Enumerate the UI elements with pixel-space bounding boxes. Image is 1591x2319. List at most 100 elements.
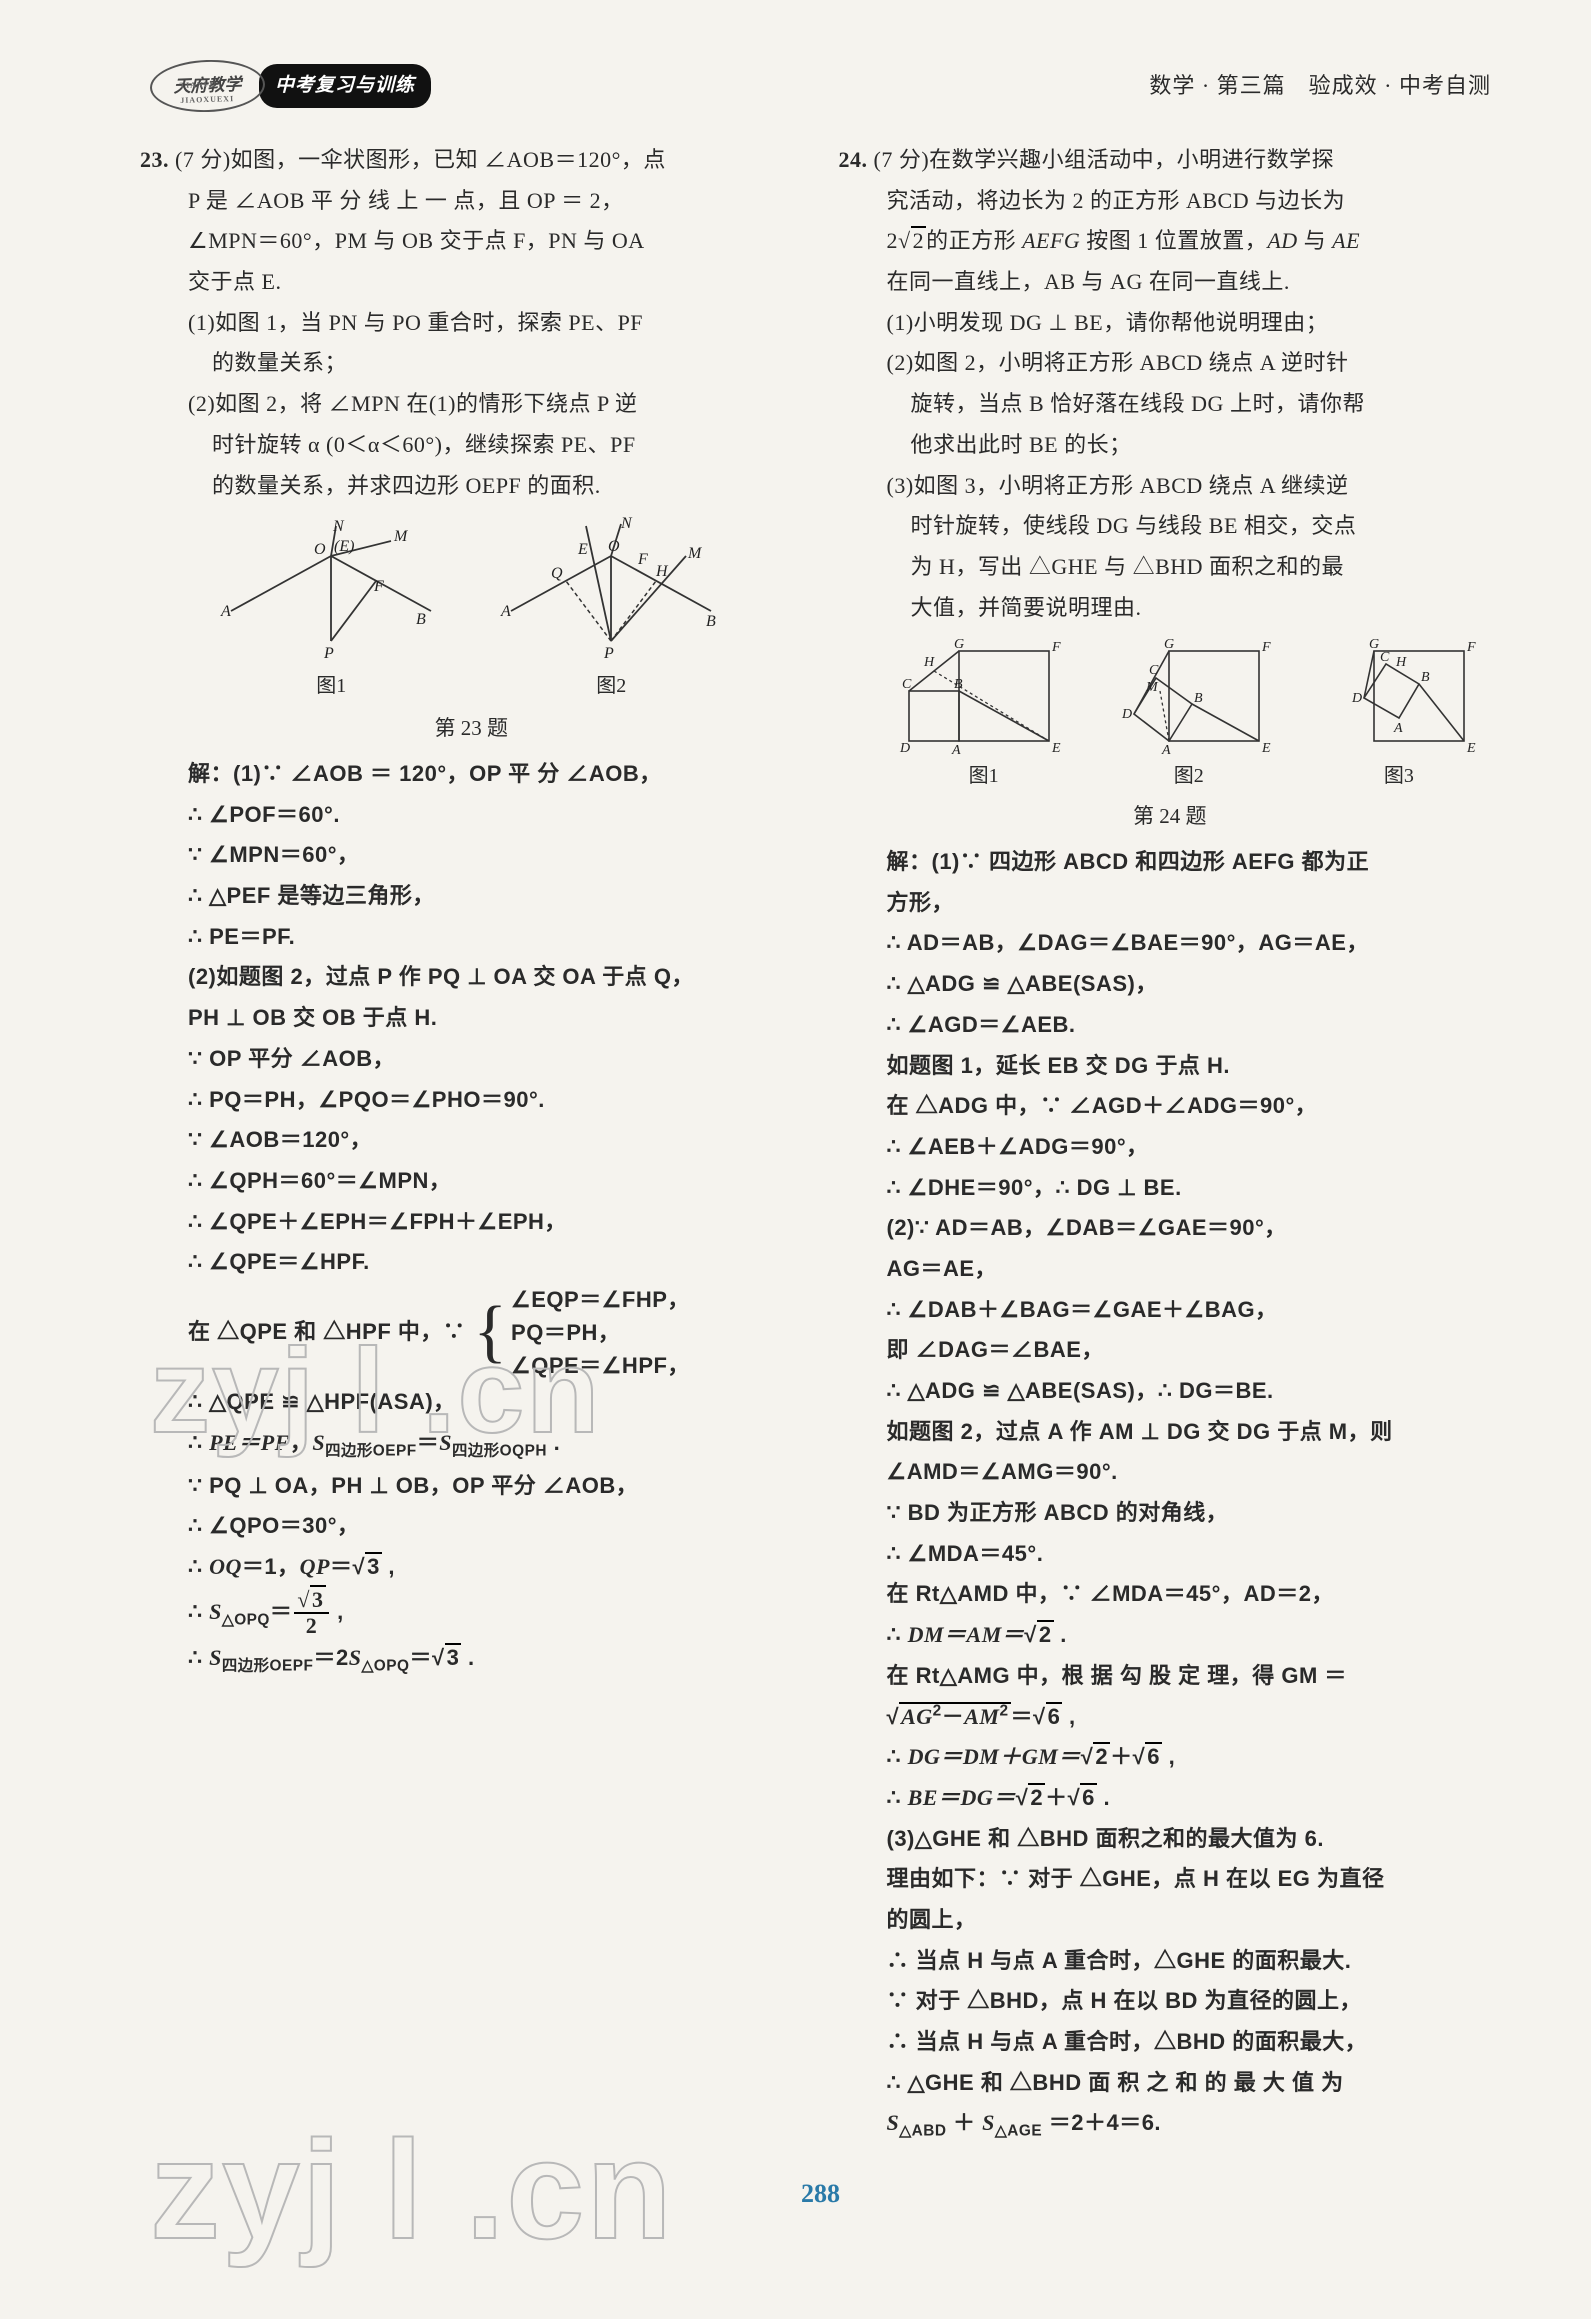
p23-q2b: 时针旋转 α (0＜α＜60°)，继续探索 PE、PF [140, 425, 803, 466]
svg-text:D: D [899, 741, 910, 756]
s24-31: S△ABD ＋ S△AGE ＝2＋4＝6. [839, 2103, 1502, 2146]
p23-group-cap: 第 23 题 [140, 709, 803, 748]
p24-q3a: (3)如图 3，小明将正方形 ABCD 绕点 A 继续逆 [839, 466, 1502, 507]
p24-q2b: 旋转，当点 B 恰好落在线段 DG 上时，请你帮 [839, 384, 1502, 425]
svg-text:D: D [1121, 707, 1132, 722]
p23-stem2: P 是 ∠AOB 平 分 线 上 一 点，且 OP ＝ 2， [140, 181, 803, 222]
p24-stem3: 22的正方形 AEFG 按图 1 位置放置，AD 与 AE [839, 221, 1502, 262]
lbl2-H: H [655, 563, 669, 580]
s23-brace-row: 在 △QPE 和 △HPF 中，∵ { ∠EQP＝∠FHP， PQ＝PH， ∠Q… [140, 1283, 803, 1382]
brace-l3: ∠QPE＝∠HPF， [511, 1349, 690, 1382]
svg-text:B: B [1421, 670, 1430, 685]
s24-22: ∴ DG＝DM＋GM＝2＋6 , [839, 1737, 1502, 1778]
p24-pts: (7 分) [874, 147, 930, 172]
p24-q2c: 他求出此时 BE 的长； [839, 425, 1502, 466]
brace-l2: PQ＝PH， [511, 1316, 690, 1349]
lbl-F: F [373, 578, 384, 595]
s23-4: ∴ PE＝PF. [140, 917, 803, 958]
s23-14: ∴ △QPE ≌ △HPF(ASA)， [140, 1382, 803, 1423]
p23-pts: (7 分) [175, 147, 231, 172]
p23-fig2: N O E M F A B P Q H 图2 [496, 516, 726, 705]
svg-text:H: H [923, 655, 935, 670]
s23-6: PH ⊥ OB 交 OB 于点 H. [140, 998, 803, 1039]
lbl-B: B [416, 611, 426, 628]
p24-fig2-cap: 图2 [1094, 758, 1284, 795]
s24-21: AG2－AM2＝6 , [839, 1697, 1502, 1738]
logo-pinyin: TIANFU JIAOXUEXI [180, 77, 236, 109]
p24-stem4: 在同一直线上，AB 与 AG 在同一直线上. [839, 262, 1502, 303]
page-header: 天府教学 TIANFU JIAOXUEXI 中考复习与训练 数学 · 第三篇 验… [140, 60, 1501, 112]
s23-2: ∵ ∠MPN＝60°， [140, 835, 803, 876]
s24-13: ∴ △ADG ≌ △ABE(SAS)，∴ DG＝BE. [839, 1371, 1502, 1412]
s23-5: (2)如题图 2，过点 P 作 PQ ⊥ OA 交 OA 于点 Q， [140, 957, 803, 998]
lbl-E: (E) [334, 538, 354, 555]
s24-1: 方形， [839, 883, 1502, 924]
lbl-P: P [323, 645, 334, 662]
p23-num: 23. [140, 147, 169, 172]
s24-8: ∴ ∠DHE＝90°，∴ DG ⊥ BE. [839, 1168, 1502, 1209]
s23-1: ∴ ∠POF＝60°. [140, 795, 803, 836]
p24-num: 24. [839, 147, 868, 172]
s24-12: 即 ∠DAG＝∠BAE， [839, 1330, 1502, 1371]
header-badge: 中考复习与训练 [259, 64, 431, 107]
lbl2-O: O [608, 538, 620, 555]
s24-15: ∠AMD＝∠AMG＝90°. [839, 1452, 1502, 1493]
p23-line1: 23. (7 分)如图，一伞状图形，已知 ∠AOB＝120°，点 [140, 140, 803, 181]
p23-q2c: 的数量关系，并求四边形 OEPF 的面积. [140, 466, 803, 507]
s24-27: ∴ 当点 H 与点 A 重合时，△GHE 的面积最大. [839, 1941, 1502, 1982]
svg-text:G: G [954, 637, 964, 652]
svg-text:F: F [1261, 640, 1271, 655]
lbl2-E: E [577, 541, 588, 558]
svg-text:F: F [1466, 640, 1476, 655]
svg-text:B: B [954, 677, 963, 692]
p24-fig3-svg: GF BH C DAE [1304, 636, 1494, 756]
p23-q1a: (1)如图 1，当 PN 与 PO 重合时，探索 PE、PF [140, 303, 803, 344]
lbl2-M: M [687, 545, 703, 562]
s24-29: ∴ 当点 H 与点 A 重合时，△BHD 的面积最大， [839, 2022, 1502, 2063]
p23-q2a: (2)如图 2，将 ∠MPN 在(1)的情形下绕点 P 逆 [140, 384, 803, 425]
s23-12: ∴ ∠QPE＝∠HPF. [140, 1242, 803, 1283]
logo-oval: 天府教学 TIANFU JIAOXUEXI [149, 58, 266, 114]
s23-15: ∴ PE＝PF，S四边形OEPF＝S四边形OQPH . [140, 1423, 803, 1466]
header-left: 天府教学 TIANFU JIAOXUEXI 中考复习与训练 [150, 60, 431, 112]
brace-system: { ∠EQP＝∠FHP， PQ＝PH， ∠QPE＝∠HPF， [473, 1283, 690, 1382]
s24-28: ∵ 对于 △BHD，点 H 在以 BD 为直径的圆上， [839, 1981, 1502, 2022]
svg-text:C: C [1149, 663, 1159, 678]
s23-10: ∴ ∠QPH＝60°＝∠MPN， [140, 1161, 803, 1202]
p23-q1b: 的数量关系； [140, 343, 803, 384]
left-column: 23. (7 分)如图，一伞状图形，已知 ∠AOB＝120°，点 P 是 ∠AO… [140, 140, 803, 2146]
s23-11: ∴ ∠QPE＋∠EPH＝∠FPH＋∠EPH， [140, 1202, 803, 1243]
s23-8: ∴ PQ＝PH，∠PQO＝∠PHO＝90°. [140, 1080, 803, 1121]
s24-4: ∴ ∠AGD＝∠AEB. [839, 1005, 1502, 1046]
s24-23: ∴ BE＝DG＝2＋6 . [839, 1778, 1502, 1819]
p24-line1: 24. (7 分)在数学兴趣小组活动中，小明进行数学探 [839, 140, 1502, 181]
page-number: 288 [140, 2170, 1501, 2218]
s24-10: AG＝AE， [839, 1249, 1502, 1290]
s23-7: ∵ OP 平分 ∠AOB， [140, 1039, 803, 1080]
p23-fig1: N O (E) M F A B P 图1 [216, 516, 446, 705]
p24-q2a: (2)如图 2，小明将正方形 ABCD 绕点 A 逆时针 [839, 343, 1502, 384]
svg-text:H: H [1395, 655, 1407, 670]
lbl2-B: B [706, 613, 716, 630]
p23-stem1: 如图，一伞状图形，已知 ∠AOB＝120°，点 [231, 147, 666, 172]
p23-stem3: ∠MPN＝60°，PM 与 OB 交于点 F，PN 与 OA [140, 221, 803, 262]
s23-19: ∴ S△OPQ＝32 , [140, 1588, 803, 1638]
svg-text:E: E [1051, 741, 1061, 756]
p24-fig1: CH GF B DAE 图1 [894, 636, 1074, 795]
s24-5: 如题图 1，延长 EB 交 DG 于点 H. [839, 1046, 1502, 1087]
lbl-N: N [332, 518, 345, 535]
s23-3: ∴ △PEF 是等边三角形， [140, 876, 803, 917]
svg-text:D: D [1351, 691, 1362, 706]
s24-0: 解：(1)∵ 四边形 ABCD 和四边形 AEFG 都为正 [839, 842, 1502, 883]
p23-stem4: 交于点 E. [140, 262, 803, 303]
p23-fig1-cap: 图1 [216, 668, 446, 705]
s24-26: 的圆上， [839, 1900, 1502, 1941]
svg-text:C: C [1380, 650, 1390, 665]
s24-6: 在 △ADG 中，∵ ∠AGD＋∠ADG＝90°， [839, 1086, 1502, 1127]
lbl-O: O [314, 541, 326, 558]
content-columns: 23. (7 分)如图，一伞状图形，已知 ∠AOB＝120°，点 P 是 ∠AO… [140, 140, 1501, 2146]
p24-stem2: 究活动，将边长为 2 的正方形 ABCD 与边长为 [839, 181, 1502, 222]
p24-fig2: CGF BM DAE 图2 [1094, 636, 1284, 795]
p24-fig1-svg: CH GF B DAE [894, 636, 1074, 756]
lbl-A: A [220, 603, 231, 620]
